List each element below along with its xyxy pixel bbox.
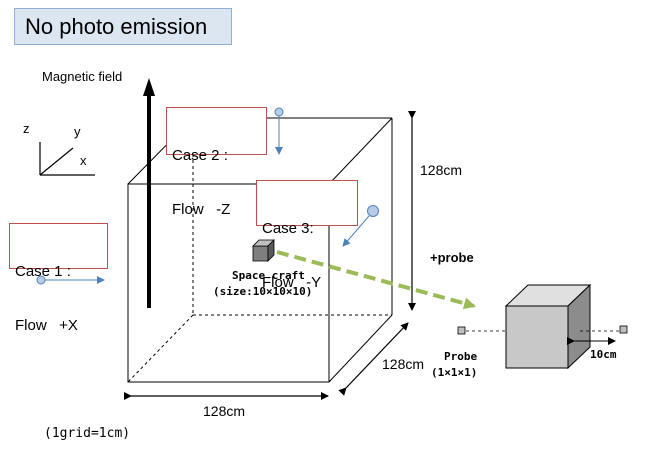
- case-2-box: Case 2 : Flow -Z: [166, 107, 267, 218]
- probe-left: [457, 326, 506, 335]
- magnetic-field-label: Magnetic field: [42, 69, 123, 84]
- case-1-title: Case 1 :: [15, 263, 71, 280]
- grid-note: (1grid=1cm): [44, 426, 131, 441]
- probe-setup-cube: [504, 283, 592, 370]
- axis-z-label: z: [23, 121, 30, 136]
- probe-right: [580, 325, 628, 334]
- case-3-title: Case 3:: [262, 220, 314, 237]
- magnetic-field-arrow: [143, 78, 155, 308]
- case-3-flow: Flow -Y: [262, 274, 322, 291]
- probe-label: Probe: [444, 350, 478, 363]
- height-dimension-label: 128cm: [420, 162, 463, 178]
- case-3-box: Case 3: Flow -Y: [256, 180, 358, 291]
- probe-distance-label: 10cm: [590, 348, 617, 361]
- width-dimension-label: 128cm: [203, 403, 246, 419]
- flow-case-2-arrow: [274, 107, 284, 155]
- case-1-flow: Flow +X: [15, 317, 78, 334]
- flow-case-1-arrow: [36, 275, 105, 285]
- spacecraft-cube: [252, 239, 275, 262]
- axis-x-label: x: [80, 153, 87, 168]
- probe-size-label: (1×1×1): [431, 366, 478, 379]
- page-title: No photo emission: [14, 8, 232, 45]
- flow-case-3-arrow: [342, 205, 379, 247]
- dimension-arrows: [124, 111, 416, 400]
- add-probe-label: +probe: [430, 250, 474, 265]
- spacecraft-label: Space craft: [232, 269, 305, 282]
- case-2-flow: Flow -Z: [172, 201, 231, 218]
- case-2-title: Case 2 :: [172, 147, 228, 164]
- axis-y-label: y: [74, 124, 81, 139]
- probe-direction-arrow: [276, 250, 476, 310]
- depth-dimension-label: 128cm: [382, 356, 425, 372]
- case-1-box: Case 1 : Flow +X: [9, 223, 108, 334]
- spacecraft-size-label: (size:10×10×10): [213, 285, 313, 298]
- axes-icon: [39, 142, 95, 176]
